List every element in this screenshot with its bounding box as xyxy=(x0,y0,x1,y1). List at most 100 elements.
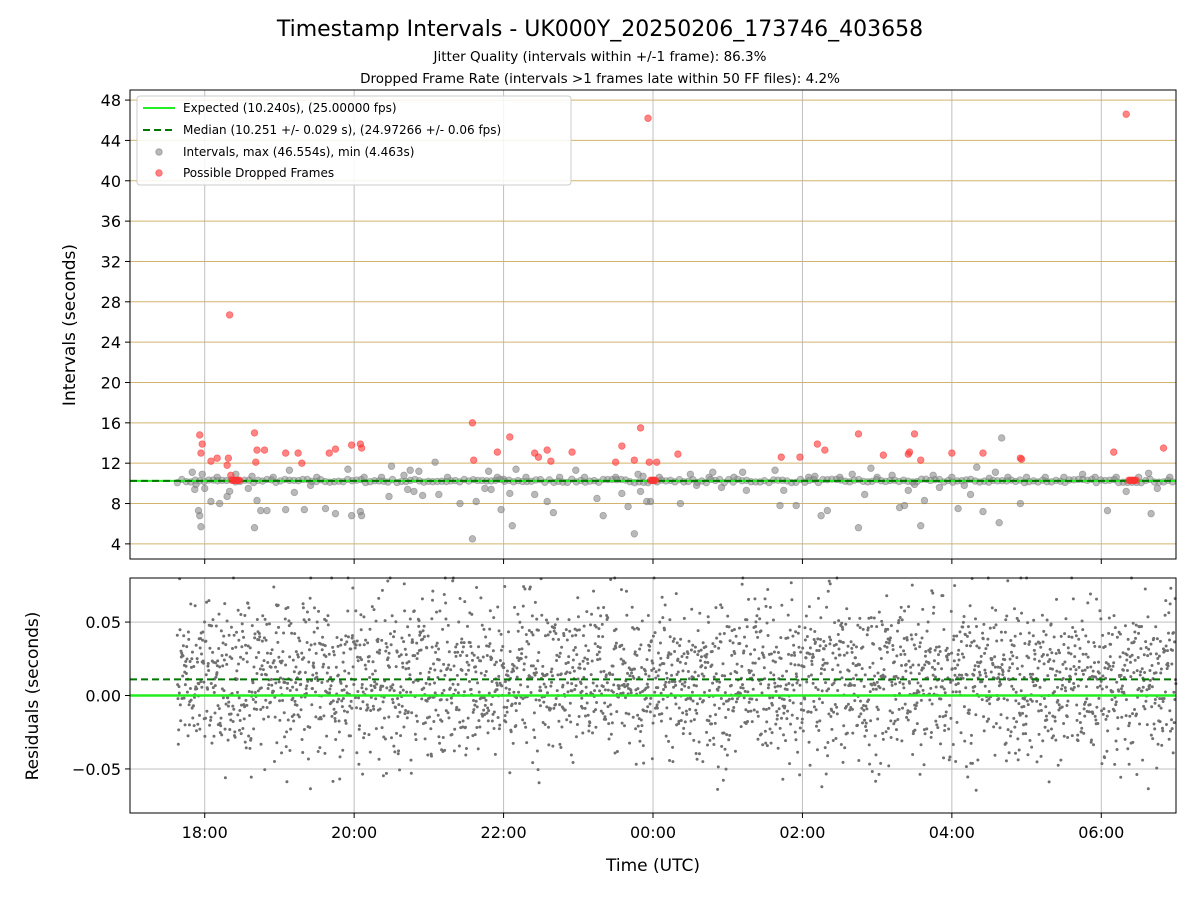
residual-point xyxy=(326,623,330,627)
residual-point xyxy=(512,669,516,673)
residual-point xyxy=(1035,699,1039,703)
residual-point xyxy=(1114,739,1118,743)
residual-point xyxy=(972,673,976,677)
residual-point xyxy=(1049,727,1053,731)
residual-point xyxy=(1042,662,1046,666)
residual-point xyxy=(329,675,333,679)
residual-point xyxy=(545,691,549,695)
residual-point xyxy=(472,653,476,657)
residual-point xyxy=(829,638,833,642)
residual-point xyxy=(238,709,242,713)
residual-point xyxy=(792,651,796,655)
residual-point xyxy=(909,665,913,669)
residual-point xyxy=(229,712,233,716)
residual-point xyxy=(937,645,941,649)
residual-point xyxy=(983,668,987,672)
residual-point xyxy=(919,743,923,747)
residual-point xyxy=(547,743,551,747)
residual-point xyxy=(865,728,869,732)
residual-point xyxy=(880,623,884,627)
residual-point xyxy=(993,655,997,659)
residual-point xyxy=(270,648,274,652)
residual-point xyxy=(592,589,596,593)
residual-point xyxy=(483,703,487,707)
interval-point xyxy=(960,481,969,490)
residual-point xyxy=(919,684,923,688)
residual-point xyxy=(759,629,763,633)
residual-point xyxy=(360,686,364,690)
residuals-points xyxy=(175,576,1178,792)
residual-point xyxy=(359,707,363,711)
residual-point xyxy=(430,645,434,649)
dropped-frame-point xyxy=(653,458,661,466)
residual-point xyxy=(854,645,858,649)
residual-point xyxy=(1074,672,1078,676)
residual-point xyxy=(1171,648,1175,652)
residual-point xyxy=(305,640,309,644)
residual-point xyxy=(663,603,667,607)
dropped-frame-point xyxy=(979,449,987,457)
residual-point xyxy=(771,618,775,622)
residual-point xyxy=(562,634,566,638)
residual-point xyxy=(681,711,685,715)
residual-point xyxy=(647,648,651,652)
residuals-x-tick-label: 04:00 xyxy=(929,823,975,842)
residual-point xyxy=(1123,737,1127,741)
dropped-frame-point xyxy=(469,456,478,464)
residual-point xyxy=(409,771,413,775)
residual-point xyxy=(337,697,341,701)
residual-point xyxy=(238,728,242,732)
residual-point xyxy=(446,623,450,627)
residual-point xyxy=(269,665,273,669)
residual-point xyxy=(1159,667,1163,671)
residual-point xyxy=(532,728,536,732)
residual-point xyxy=(428,682,432,686)
residual-point xyxy=(706,615,710,619)
residual-point xyxy=(192,664,196,668)
residual-point xyxy=(397,703,401,707)
residual-point xyxy=(845,651,849,655)
residual-point xyxy=(968,644,972,648)
legend-box xyxy=(136,95,572,186)
residual-point xyxy=(331,645,335,649)
dropped-frame-point xyxy=(223,461,231,469)
residual-point xyxy=(847,616,851,620)
residual-point xyxy=(847,669,851,673)
residual-point xyxy=(905,638,909,642)
residual-point xyxy=(1042,697,1046,701)
residual-point xyxy=(577,715,581,719)
residual-point xyxy=(253,636,257,640)
residual-point xyxy=(195,657,199,661)
residual-point xyxy=(840,676,844,680)
residual-point xyxy=(1172,631,1176,635)
residual-point xyxy=(1150,705,1154,709)
residual-point xyxy=(872,616,876,620)
residual-point xyxy=(348,734,352,738)
dropped-frame-point xyxy=(777,453,785,461)
residual-point xyxy=(332,650,336,654)
residual-point xyxy=(309,643,313,647)
dropped-frame-point xyxy=(207,457,215,465)
residual-point xyxy=(1054,652,1058,656)
residual-point xyxy=(477,645,481,649)
interval-point xyxy=(910,480,919,489)
residual-point xyxy=(395,650,399,654)
residual-point xyxy=(177,691,181,695)
residual-point xyxy=(1012,716,1016,720)
residual-point xyxy=(390,697,394,701)
residual-point xyxy=(272,760,276,764)
residual-point xyxy=(1080,726,1084,730)
residual-point xyxy=(549,684,553,688)
residual-point xyxy=(312,630,316,634)
residual-point xyxy=(1027,642,1031,646)
residual-point xyxy=(943,723,947,727)
residual-point xyxy=(188,687,192,691)
residual-point xyxy=(403,712,407,716)
residual-point xyxy=(655,703,659,707)
residual-point xyxy=(204,673,208,677)
residual-point xyxy=(775,717,779,721)
residual-point xyxy=(531,761,535,765)
residual-point xyxy=(519,683,523,687)
residual-point xyxy=(210,624,214,628)
residual-point xyxy=(726,708,730,712)
